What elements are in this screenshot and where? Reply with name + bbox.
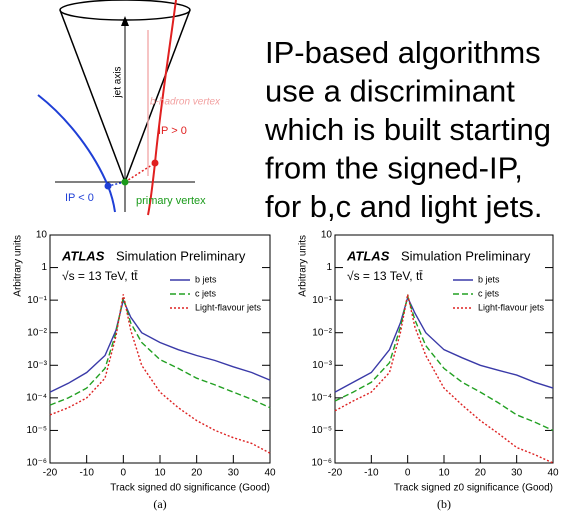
y-tick-label: 10⁻⁶ (311, 458, 332, 469)
x-tick-label: -20 (328, 468, 343, 479)
label: jet axis (113, 66, 124, 98)
cone-edge (59, 9, 126, 183)
x-axis-label: Track signed d0 significance (Good) (110, 483, 270, 494)
legend-label: b jets (195, 274, 217, 284)
x-axis-label: Track signed z0 significance (Good) (394, 483, 553, 494)
x-tick-label: 40 (264, 468, 276, 479)
x-tick-label: 20 (191, 468, 203, 479)
y-tick-label: 10 (36, 230, 48, 241)
text-line: for b,c and light jets. (265, 189, 542, 224)
y-tick-label: 10⁻³ (27, 360, 47, 371)
text-line: use a discriminant (265, 74, 515, 109)
x-tick-label: 10 (438, 468, 450, 479)
ip-diagram: jet axis b-hadron vertex IP > 0 IP < 0 p… (37, 0, 221, 216)
x-tick-label: 30 (228, 468, 240, 479)
legend-label: Light-flavour jets (478, 302, 545, 312)
y-tick-label: 10⁻² (27, 327, 47, 338)
y-tick-label: 10⁻⁴ (311, 392, 332, 403)
x-tick-label: 0 (405, 468, 411, 479)
text-line: IP-based algorithms (265, 35, 541, 70)
label: IP < 0 (65, 192, 94, 204)
y-tick-label: 10⁻⁶ (26, 458, 47, 469)
energy-label: √s = 13 TeV, tt̄ (347, 269, 423, 283)
y-tick-label: 10⁻¹ (312, 295, 332, 306)
legend-label: c jets (195, 288, 217, 298)
label: primary vertex (136, 195, 206, 207)
arrow-head (121, 16, 129, 26)
legend-label: b jets (478, 274, 500, 284)
x-tick-label: 10 (154, 468, 166, 479)
subtitle: Simulation Preliminary (116, 248, 246, 263)
cone-edge (124, 9, 191, 183)
series-line (49, 294, 271, 454)
x-tick-label: -20 (43, 468, 58, 479)
x-tick-label: 20 (475, 468, 487, 479)
experiment: ATLAS (61, 248, 105, 263)
caption: (a) (153, 497, 166, 511)
y-tick-label: 10⁻⁴ (26, 392, 47, 403)
series-line (49, 297, 271, 409)
description: IP-based algorithms use a discriminantwhi… (264, 35, 551, 224)
series-line (334, 295, 554, 393)
series-line (49, 297, 271, 393)
text-line: from the signed-IP, (265, 151, 523, 186)
y-tick-label: 10 (321, 230, 333, 241)
ip-point (151, 159, 159, 167)
ip-point (104, 182, 112, 190)
x-tick-label: -10 (364, 468, 379, 479)
legend-label: Light-flavour jets (195, 302, 262, 312)
x-tick-label: 30 (511, 468, 523, 479)
experiment: ATLAS (346, 248, 390, 263)
legend-label: c jets (478, 288, 500, 298)
series-line (334, 294, 554, 464)
x-tick-label: 0 (121, 468, 127, 479)
energy-label: √s = 13 TeV, tt̄ (62, 269, 138, 283)
y-axis-label: Arbitrary units (298, 235, 309, 297)
label: b-hadron vertex (150, 97, 221, 108)
chart: 10⁻⁶ 10⁻⁵ 10⁻⁴ 10⁻³ 10⁻² 10⁻¹ 1 10 -20 -10 0 10 20 30… (13, 230, 276, 511)
y-tick-label: 10⁻² (312, 327, 332, 338)
ip-line (124, 162, 156, 183)
y-tick-label: 1 (41, 262, 47, 273)
b-track (147, 0, 177, 216)
y-tick-label: 10⁻³ (312, 360, 332, 371)
y-tick-label: 10⁻⁵ (26, 425, 47, 436)
x-tick-label: -10 (79, 468, 94, 479)
series-line (334, 293, 554, 432)
label: IP > 0 (158, 125, 187, 137)
ip-line (107, 181, 126, 187)
y-axis-label: Arbitrary units (13, 235, 24, 297)
subtitle: Simulation Preliminary (401, 248, 531, 263)
y-tick-label: 1 (326, 262, 332, 273)
y-tick-label: 10⁻¹ (27, 295, 47, 306)
caption: (b) (437, 497, 451, 511)
y-tick-label: 10⁻⁵ (311, 425, 332, 436)
neg-track (37, 94, 116, 213)
text-line: which is built starting (264, 112, 551, 147)
chart: 10⁻⁶ 10⁻⁵ 10⁻⁴ 10⁻³ 10⁻² 10⁻¹ 1 10 -20 -10 0 10 20 30… (298, 230, 559, 511)
x-tick-label: 40 (547, 468, 559, 479)
primary-vertex (121, 178, 129, 186)
